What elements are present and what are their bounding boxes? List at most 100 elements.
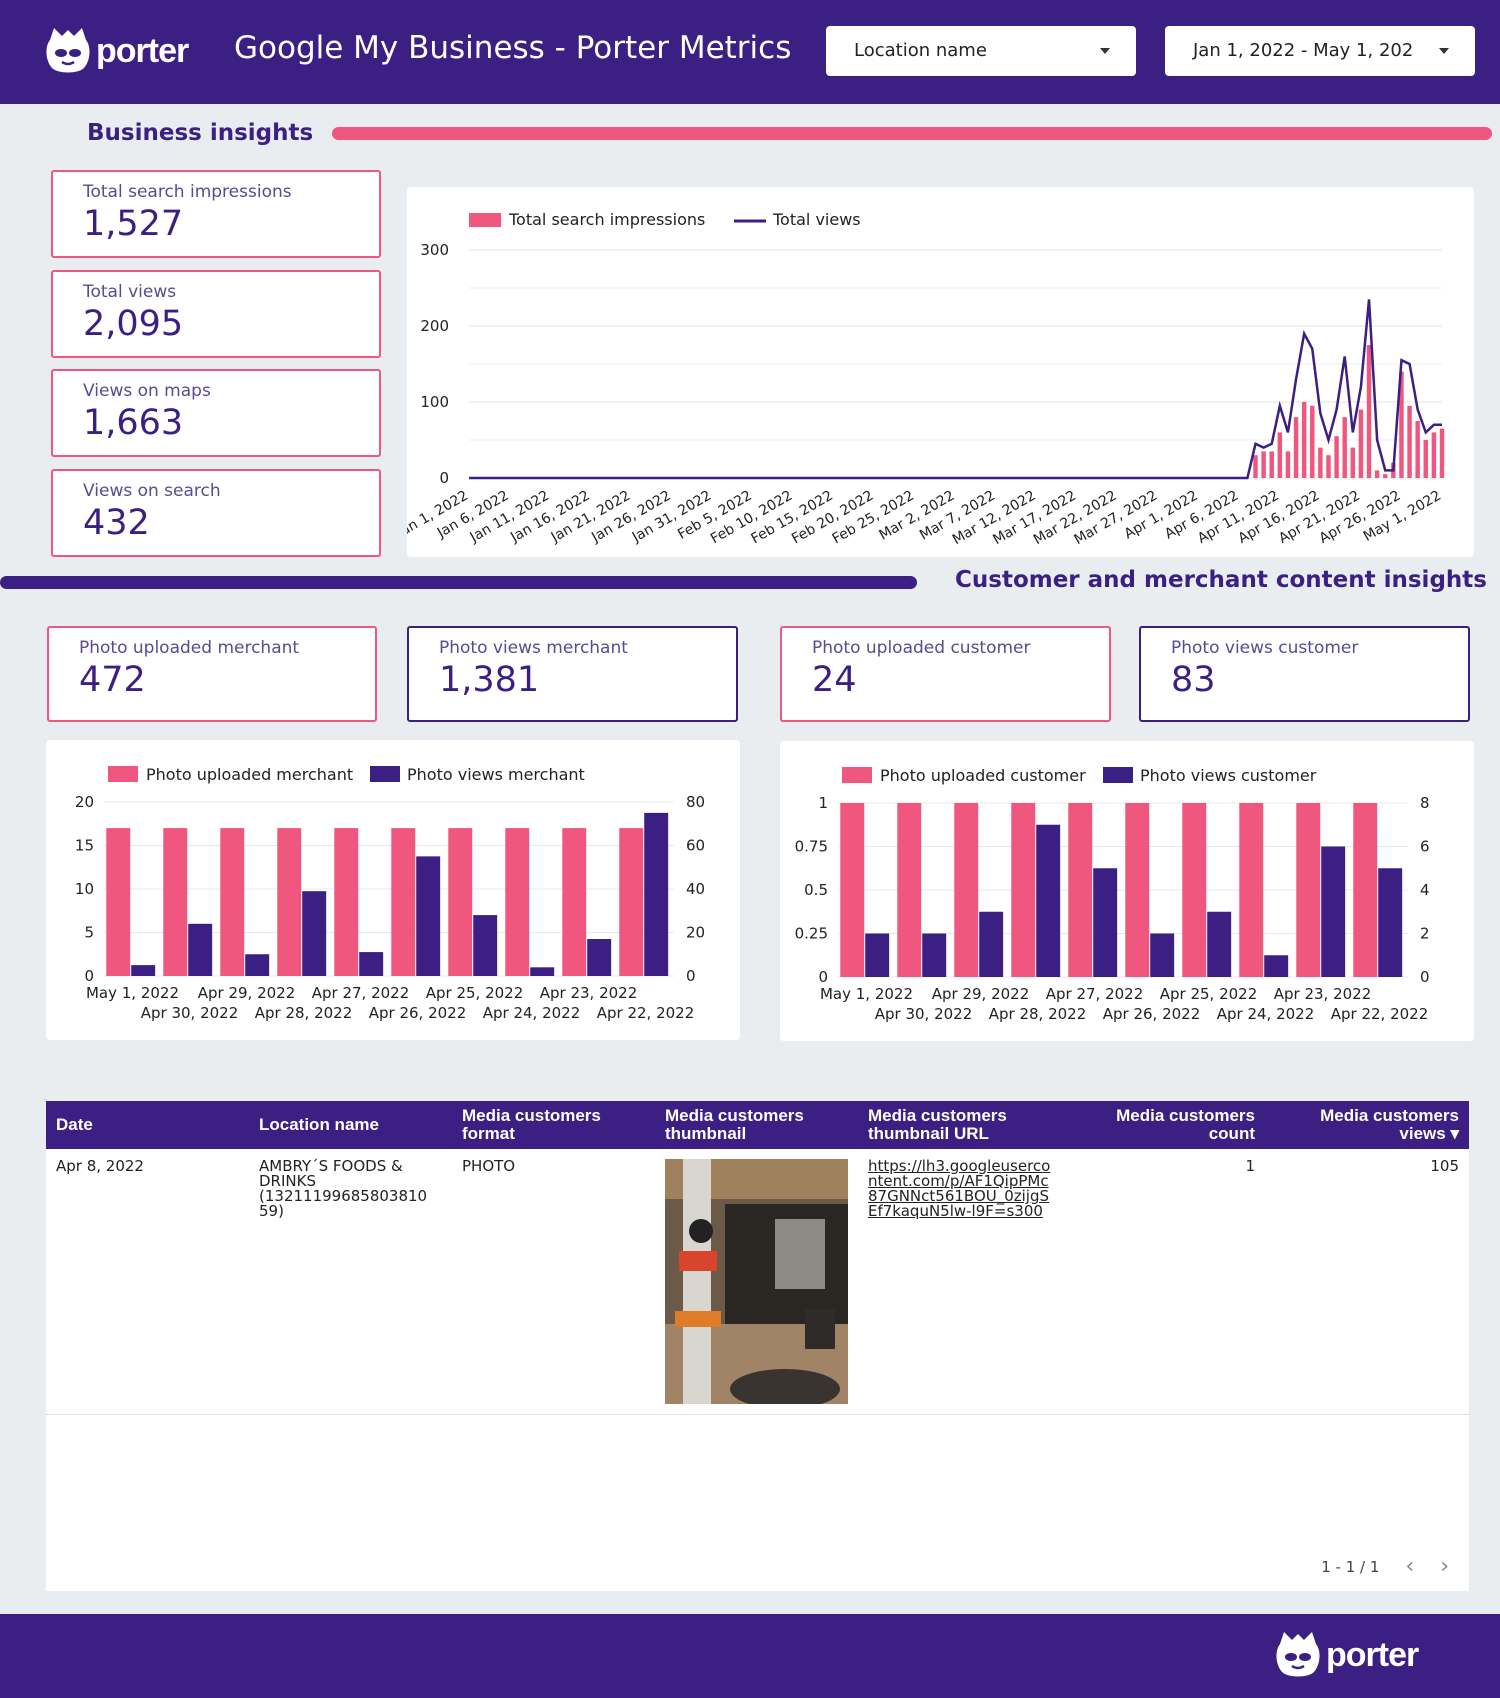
bar-uploaded bbox=[1125, 803, 1150, 977]
col-header-views[interactable]: Media customers views ▾ bbox=[1265, 1101, 1469, 1149]
bar-views bbox=[245, 954, 270, 976]
legend-swatch-views bbox=[370, 766, 400, 782]
bar-impressions bbox=[1439, 428, 1445, 478]
bar-views bbox=[1264, 955, 1289, 977]
bar-impressions bbox=[1269, 451, 1274, 478]
x-tick-label: Apr 25, 2022 bbox=[426, 984, 524, 1002]
date-range-dropdown[interactable]: Jan 1, 2022 - May 1, 202 bbox=[1165, 26, 1475, 76]
merchant-photos-bar-chart[interactable]: Photo uploaded merchant Photo views merch… bbox=[46, 740, 740, 1040]
y-tick-left: 0 bbox=[818, 968, 828, 986]
impressions-views-chart-card: Total search impressions Total views 0 100 2… bbox=[393, 187, 1474, 557]
bar-views bbox=[473, 915, 498, 976]
bar-views bbox=[1150, 933, 1175, 977]
bar-impressions bbox=[1285, 451, 1291, 478]
restaurant-photo-thumbnail[interactable] bbox=[665, 1159, 848, 1404]
kpi-label: Photo uploaded merchant bbox=[79, 638, 300, 658]
kpi-label: Views on maps bbox=[83, 381, 211, 401]
legend-swatch-impressions bbox=[469, 213, 501, 227]
legend-label-impressions: Total search impressions bbox=[508, 210, 705, 229]
y-tick-label: 300 bbox=[420, 241, 449, 259]
bar-uploaded bbox=[897, 803, 922, 977]
bar-views bbox=[188, 923, 213, 976]
legend-label-views: Photo views customer bbox=[1140, 766, 1317, 785]
thumbnail-url-link[interactable]: https://lh3.googleusercontent.com/p/AF1Q… bbox=[868, 1157, 1051, 1220]
kpi-total-views: Total views 2,095 bbox=[51, 270, 381, 358]
bar-views bbox=[922, 933, 947, 977]
kpi-value: 24 bbox=[812, 660, 857, 700]
y-tick-right: 80 bbox=[686, 793, 705, 811]
x-tick-label: Apr 29, 2022 bbox=[198, 984, 296, 1002]
y-tick-left: 0.75 bbox=[795, 838, 828, 856]
x-tick-label: Apr 25, 2022 bbox=[1160, 985, 1258, 1003]
business-insights-title: Business insights bbox=[87, 120, 314, 146]
y-tick-right: 4 bbox=[1420, 881, 1430, 899]
legend-swatch-uploaded bbox=[108, 766, 138, 782]
bar-uploaded bbox=[220, 828, 245, 976]
bar-uploaded bbox=[448, 828, 473, 976]
porter-logo[interactable]: porter bbox=[44, 26, 189, 76]
x-tick-label: Apr 23, 2022 bbox=[1274, 985, 1372, 1003]
porter-logo-footer: porter bbox=[1274, 1630, 1419, 1680]
customer-photos-bar-chart[interactable]: Photo uploaded customer Photo views custo… bbox=[780, 741, 1474, 1041]
impressions-views-line-chart[interactable]: Total search impressions Total views 0 100 2… bbox=[393, 187, 1474, 557]
cell-date: Apr 8, 2022 bbox=[56, 1157, 144, 1175]
col-header-thumbnail[interactable]: Media customers thumbnail bbox=[655, 1101, 858, 1149]
bar-impressions bbox=[1277, 432, 1283, 478]
bar-impressions bbox=[1334, 436, 1339, 478]
sort-desc-icon: ▾ bbox=[1450, 1124, 1459, 1143]
customer-photos-chart-card: Photo uploaded customer Photo views custo… bbox=[780, 741, 1474, 1041]
bar-uploaded bbox=[163, 828, 188, 976]
table-header-row: Date Location name Media customers forma… bbox=[46, 1101, 1469, 1149]
col-header-date[interactable]: Date bbox=[46, 1101, 249, 1149]
bar-impressions bbox=[1366, 345, 1372, 478]
kpi-photo-views-customer: Photo views customer 83 bbox=[1139, 626, 1470, 722]
location-dropdown[interactable]: Location name bbox=[826, 26, 1136, 76]
x-tick-label: Apr 30, 2022 bbox=[875, 1005, 973, 1023]
bar-impressions bbox=[1342, 417, 1347, 478]
bar-uploaded bbox=[1068, 803, 1093, 977]
col-header-format[interactable]: Media customers format bbox=[452, 1101, 655, 1149]
location-dropdown-value: Location name bbox=[854, 40, 987, 61]
pagination: 1 - 1 / 1 ‹ › bbox=[1321, 1554, 1449, 1579]
y-tick-right: 8 bbox=[1420, 794, 1430, 812]
bar-uploaded bbox=[1182, 803, 1207, 977]
x-tick-label: Apr 28, 2022 bbox=[989, 1005, 1087, 1023]
bar-views bbox=[587, 939, 612, 976]
bar-views bbox=[865, 933, 890, 977]
y-tick-right: 6 bbox=[1420, 838, 1430, 856]
table-row[interactable]: Apr 8, 2022 AMBRY´S FOODS & DRINKS (1321… bbox=[46, 1149, 1469, 1415]
bar-uploaded bbox=[106, 828, 131, 976]
y-tick-label: 100 bbox=[420, 393, 449, 411]
col-header-location[interactable]: Location name bbox=[249, 1101, 452, 1149]
date-range-value: Jan 1, 2022 - May 1, 202 bbox=[1193, 40, 1414, 61]
line-total-views bbox=[469, 299, 1442, 480]
legend-label-views: Total views bbox=[772, 210, 861, 229]
porter-cat-icon bbox=[46, 28, 90, 73]
bar-impressions bbox=[1407, 405, 1412, 478]
bar-uploaded bbox=[840, 803, 865, 977]
bar-uploaded bbox=[505, 828, 530, 976]
y-tick-left: 20 bbox=[75, 793, 94, 811]
kpi-total-search-impressions: Total search impressions 1,527 bbox=[51, 170, 381, 258]
merchant-photos-chart-card: Photo uploaded merchant Photo views merch… bbox=[46, 740, 740, 1040]
kpi-label: Total search impressions bbox=[83, 182, 292, 202]
col-header-thumbnail-url[interactable]: Media customers thumbnail URL bbox=[858, 1101, 1061, 1149]
y-tick-right: 60 bbox=[686, 837, 705, 855]
next-page-icon[interactable]: › bbox=[1440, 1554, 1449, 1579]
col-header-count[interactable]: Media customers count bbox=[1061, 1101, 1265, 1149]
bar-uploaded bbox=[1011, 803, 1036, 977]
bar-uploaded bbox=[1239, 803, 1264, 977]
bar-views bbox=[1378, 868, 1403, 977]
bar-uploaded bbox=[334, 828, 359, 976]
legend-label-uploaded: Photo uploaded customer bbox=[880, 766, 1086, 785]
y-tick-left: 0.5 bbox=[804, 881, 828, 899]
bar-impressions bbox=[1293, 417, 1299, 478]
kpi-views-on-maps: Views on maps 1,663 bbox=[51, 369, 381, 457]
legend-label-views: Photo views merchant bbox=[407, 765, 585, 784]
prev-page-icon[interactable]: ‹ bbox=[1405, 1554, 1415, 1579]
kpi-label: Photo views merchant bbox=[439, 638, 628, 658]
x-tick-label: May 1, 2022 bbox=[86, 984, 179, 1002]
page-title: Google My Business - Porter Metrics bbox=[234, 30, 792, 66]
kpi-value: 472 bbox=[79, 660, 146, 700]
kpi-label: Photo uploaded customer bbox=[812, 638, 1031, 658]
